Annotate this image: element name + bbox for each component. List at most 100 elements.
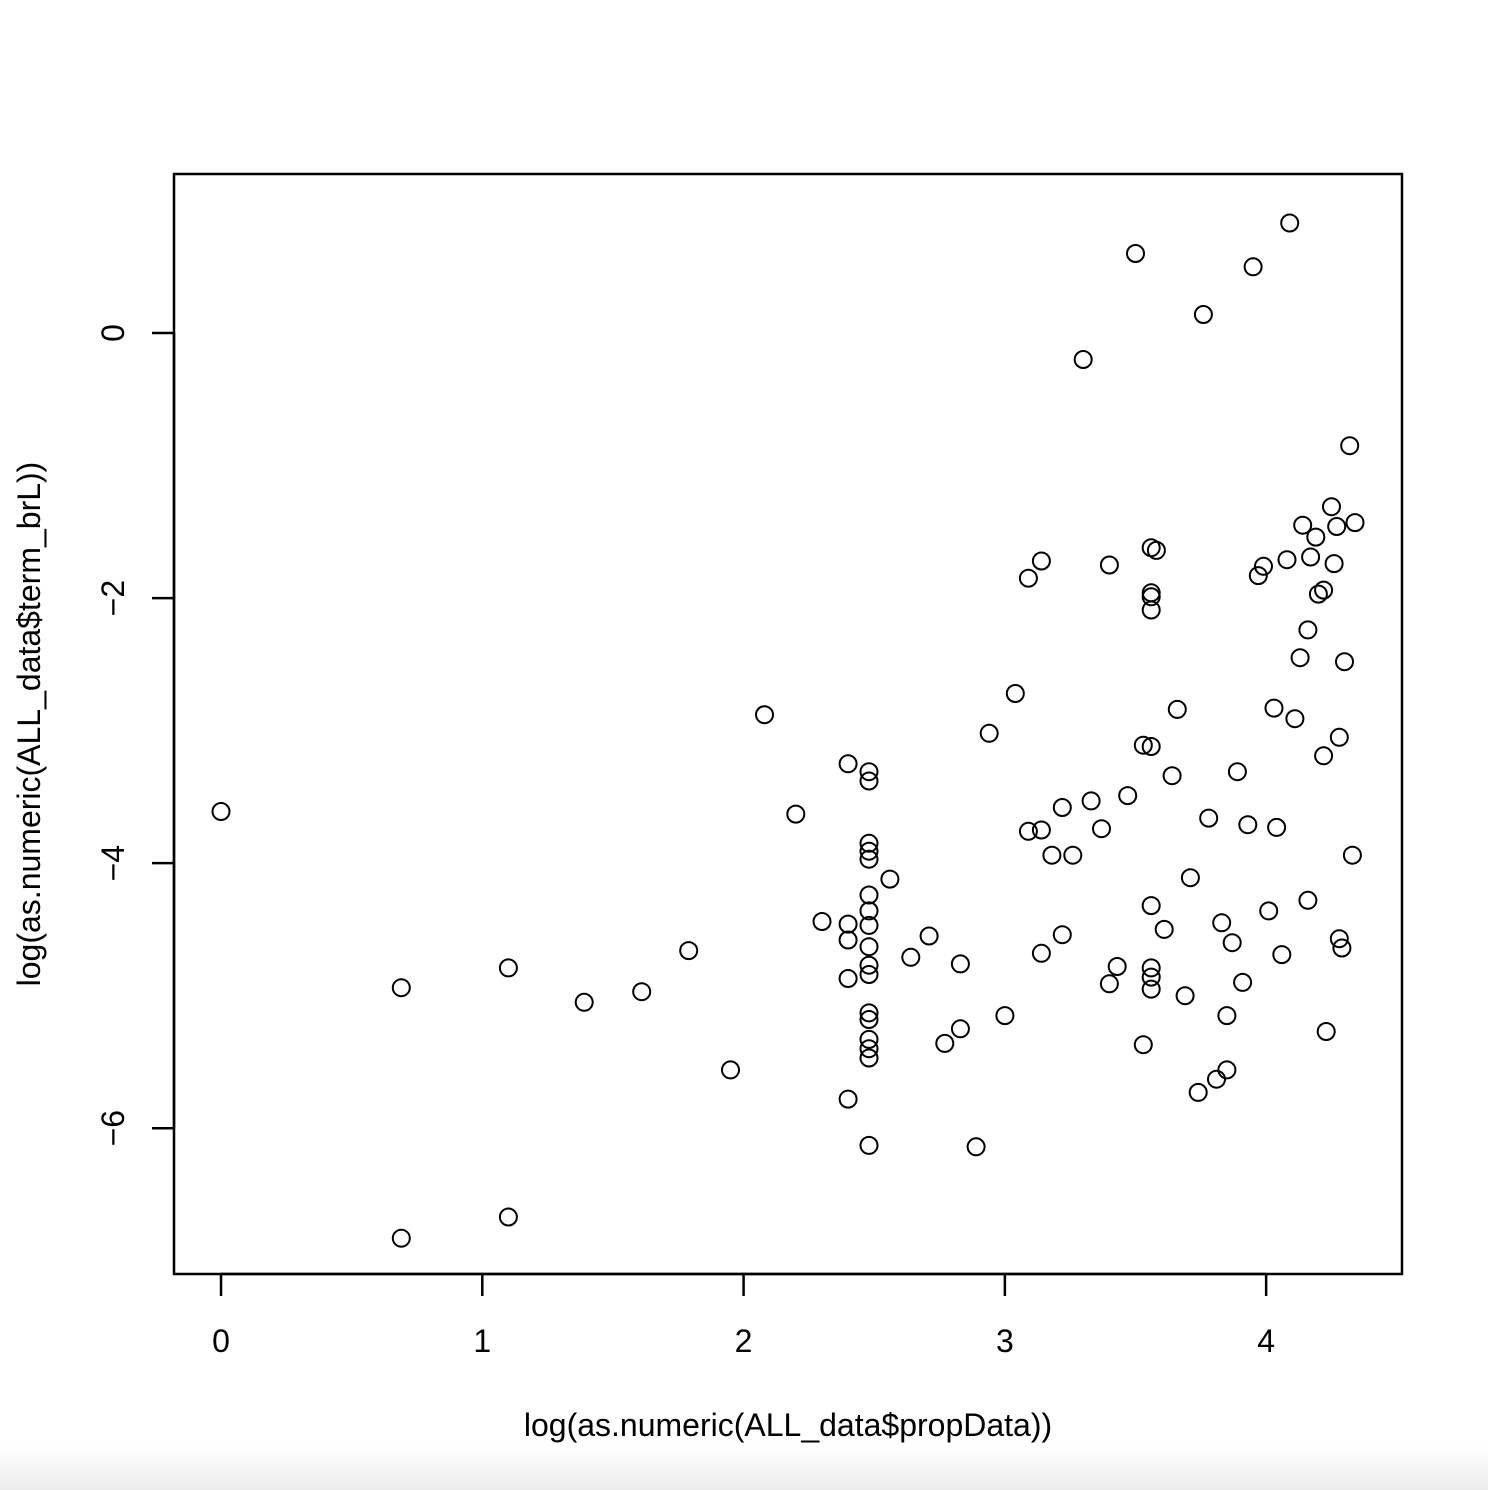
data-point-43 (1005, 684, 1025, 703)
data-point-102 (1298, 890, 1318, 910)
data-point-28 (859, 1003, 879, 1023)
data-point-99 (1290, 648, 1310, 668)
data-point-8 (721, 1060, 740, 1080)
data-point-116 (1340, 436, 1360, 456)
data-point-26 (859, 955, 879, 975)
data-point-72 (1146, 540, 1166, 560)
data-point-36 (919, 926, 939, 946)
data-point-32 (859, 1048, 879, 1068)
data-point-97 (1280, 213, 1300, 233)
data-point-33 (859, 1135, 879, 1155)
data-point-3 (498, 958, 518, 978)
data-point-109 (1322, 497, 1341, 517)
data-point-9 (755, 705, 774, 725)
y-axis: 0 −2 −4 −6 (95, 324, 176, 1146)
data-point-101 (1298, 620, 1318, 640)
data-point-48 (1031, 943, 1051, 963)
data-point-46 (1031, 551, 1051, 571)
data-point-42 (995, 1006, 1015, 1026)
data-point-89 (1243, 257, 1263, 277)
data-point-11 (812, 912, 832, 931)
data-point-86 (1227, 762, 1247, 782)
data-point-98 (1285, 709, 1305, 729)
data-point-76 (1175, 986, 1195, 1006)
y-tick-label: −4 (95, 845, 131, 881)
data-point-7 (679, 941, 699, 961)
data-point-71 (1141, 979, 1161, 999)
data-point-103 (1301, 547, 1321, 567)
data-point-51 (1052, 925, 1072, 945)
data-point-19 (859, 833, 879, 853)
data-point-104 (1306, 527, 1326, 547)
data-points (211, 213, 1365, 1248)
data-point-0 (211, 802, 231, 821)
data-point-16 (838, 1089, 858, 1109)
data-point-90 (1248, 566, 1268, 586)
data-point-15 (838, 969, 858, 988)
data-point-100 (1293, 515, 1313, 535)
x-tick-label: 2 (735, 1323, 753, 1359)
data-point-112 (1329, 727, 1349, 747)
data-point-70 (1141, 967, 1161, 987)
y-axis-label: log(as.numeric(ALL_data$term_brL)) (11, 462, 47, 987)
data-point-93 (1264, 698, 1284, 718)
data-point-59 (1118, 786, 1138, 806)
data-point-57 (1099, 974, 1119, 994)
data-point-80 (1199, 808, 1219, 828)
data-point-61 (1133, 735, 1153, 755)
data-point-18 (859, 771, 879, 791)
data-point-96 (1277, 550, 1297, 570)
data-point-12 (838, 754, 858, 774)
y-tick-label: −2 (95, 580, 131, 616)
data-point-107 (1314, 746, 1334, 766)
data-point-45 (1018, 821, 1038, 841)
data-point-49 (1042, 845, 1062, 865)
data-point-77 (1180, 868, 1200, 888)
data-point-64 (1141, 583, 1161, 603)
data-point-30 (859, 1029, 879, 1049)
data-point-113 (1329, 929, 1349, 949)
data-point-108 (1316, 1022, 1336, 1041)
data-point-66 (1141, 600, 1161, 620)
y-tick-label: 0 (95, 324, 131, 342)
data-point-79 (1193, 305, 1213, 324)
data-point-1 (391, 978, 411, 998)
data-point-39 (950, 1019, 970, 1039)
data-point-47 (1031, 820, 1051, 840)
data-point-25 (859, 937, 879, 957)
data-point-65 (1141, 587, 1161, 607)
data-point-24 (859, 915, 879, 935)
data-point-115 (1335, 652, 1354, 672)
data-point-20 (859, 841, 879, 861)
data-point-67 (1141, 737, 1161, 756)
data-point-37 (935, 1033, 955, 1053)
data-point-55 (1092, 819, 1111, 839)
data-point-92 (1259, 901, 1279, 921)
data-point-44 (1018, 568, 1038, 588)
data-point-91 (1254, 556, 1273, 576)
data-point-29 (859, 1010, 879, 1029)
data-point-53 (1073, 350, 1093, 369)
data-point-34 (880, 869, 900, 889)
data-point-22 (859, 885, 879, 905)
data-point-54 (1081, 791, 1101, 811)
data-point-13 (838, 914, 858, 934)
data-point-5 (574, 992, 594, 1012)
x-axis-label: log(as.numeric(ALL_data$propData)) (524, 1407, 1052, 1443)
data-point-106 (1314, 580, 1334, 600)
data-point-105 (1308, 584, 1328, 604)
data-point-68 (1141, 896, 1161, 916)
x-tick-label: 1 (473, 1323, 491, 1359)
data-point-88 (1238, 815, 1258, 835)
data-point-81 (1207, 1069, 1226, 1089)
data-point-110 (1324, 554, 1344, 574)
data-point-69 (1141, 958, 1161, 978)
data-point-4 (498, 1207, 518, 1227)
data-point-38 (950, 954, 970, 974)
data-point-21 (859, 849, 879, 869)
data-point-85 (1222, 933, 1242, 953)
data-point-6 (632, 982, 652, 1002)
data-point-50 (1052, 798, 1072, 817)
plot-frame (172, 172, 1404, 1276)
x-tick-label: 4 (1257, 1323, 1275, 1359)
